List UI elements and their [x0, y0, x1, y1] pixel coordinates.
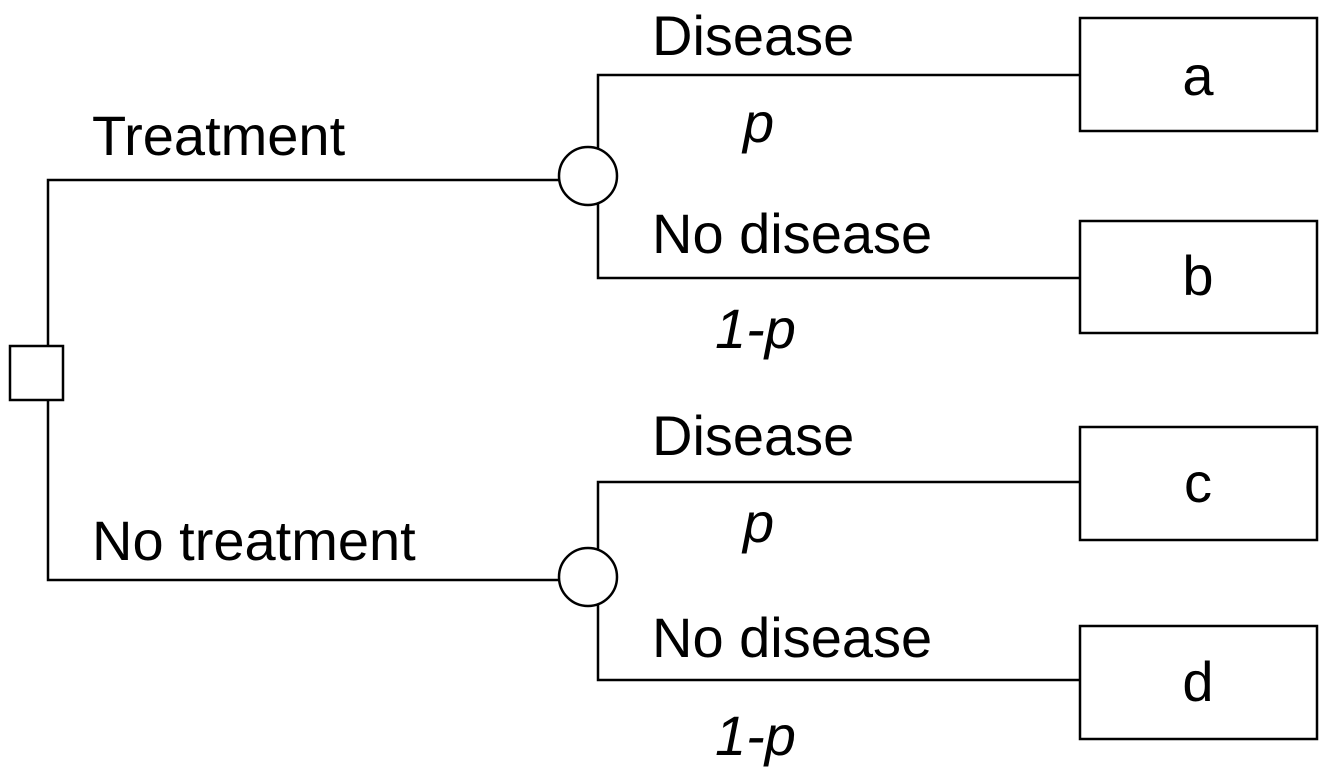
outcome-result: d	[1182, 650, 1213, 713]
outcome-box	[1078, 425, 1319, 542]
probability: p	[741, 491, 774, 554]
outcome-result: c	[1184, 451, 1212, 514]
outcome-box	[1078, 219, 1319, 335]
outcome-result: a	[1182, 44, 1214, 107]
outcome-result: b	[1182, 244, 1213, 307]
outcome-label: Disease	[652, 404, 854, 467]
outcome-label: No disease	[652, 202, 932, 265]
outcome-box	[1078, 16, 1319, 133]
outcome-label: No disease	[652, 606, 932, 669]
probability: 1-p	[715, 704, 796, 767]
branch-label: No treatment	[92, 509, 416, 572]
outcome-label: Disease	[652, 4, 854, 67]
chance-node	[557, 546, 619, 608]
branch-label: Treatment	[92, 104, 346, 167]
chance-node	[557, 145, 619, 207]
decision-node	[8, 344, 65, 402]
probability: p	[741, 91, 774, 154]
probability: 1-p	[715, 297, 796, 360]
outcome-box	[1078, 624, 1319, 741]
